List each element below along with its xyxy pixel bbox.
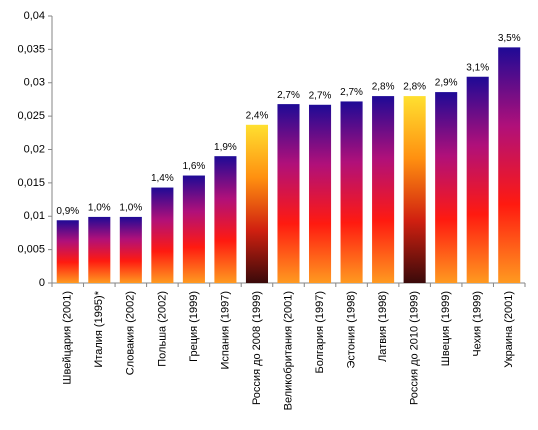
x-tick-label: Швейцария (2001) [62, 291, 74, 385]
bar [88, 216, 111, 283]
x-tick-label: Испания (1997) [219, 291, 231, 370]
x-tick-label: Болгария (1997) [314, 291, 326, 373]
x-tick-label: Россия до 2010 (1999) [409, 291, 421, 405]
value-label: 2,7% [309, 90, 332, 101]
bar [214, 156, 237, 283]
bar [182, 175, 205, 283]
x-tick-label: Россия до 2008 (1999) [251, 291, 263, 405]
bar [340, 101, 363, 283]
value-label: 2,4% [246, 110, 269, 121]
y-tick-label: 0,015 [17, 177, 45, 189]
x-tick-label: Греция (1999) [188, 291, 200, 362]
x-tick-label: Словакия (2002) [125, 291, 137, 375]
y-tick-label: 0,005 [17, 244, 45, 256]
value-label: 2,9% [435, 78, 458, 89]
bar [372, 96, 395, 283]
value-label: 2,8% [403, 82, 426, 93]
y-tick-label: 0 [39, 277, 45, 289]
value-label: 1,9% [214, 142, 237, 153]
x-tick-label: Швеция (1999) [440, 291, 452, 366]
value-label: 2,8% [372, 82, 395, 93]
value-label: 1,0% [119, 203, 142, 214]
bar [151, 187, 174, 283]
value-label: 3,5% [498, 33, 521, 44]
bar [56, 220, 79, 283]
y-tick-label: 0,03 [24, 77, 45, 89]
value-label: 2,7% [340, 87, 363, 98]
bar [403, 96, 426, 283]
x-tick-label: Польша (2002) [156, 291, 168, 367]
x-tick-label: Латвия (1998) [377, 291, 389, 362]
y-tick-label: 0,01 [24, 210, 45, 222]
y-tick-label: 0,025 [17, 110, 45, 122]
value-label: 1,6% [183, 161, 206, 172]
value-label: 1,0% [88, 203, 111, 214]
bar [498, 47, 521, 284]
bar [435, 92, 458, 283]
x-tick-label: Чехия (1999) [472, 291, 484, 357]
value-label: 0,9% [56, 206, 79, 217]
value-label: 2,7% [277, 90, 300, 101]
bar [308, 104, 332, 283]
x-tick-label: Великобритания (2001) [282, 291, 294, 410]
bar [466, 76, 489, 284]
bar [119, 216, 142, 283]
y-tick-label: 0,04 [24, 10, 45, 22]
value-label: 3,1% [466, 62, 489, 73]
y-tick-label: 0,035 [17, 43, 45, 55]
x-tick-label: Италия (1995)* [93, 290, 105, 367]
y-tick-label: 0,02 [24, 143, 45, 155]
bar [277, 104, 300, 283]
bar [245, 124, 269, 284]
x-tick-label: Украина (2001) [503, 291, 515, 368]
x-tick-label: Эстония (1998) [345, 291, 357, 368]
value-label: 1,4% [151, 173, 174, 184]
